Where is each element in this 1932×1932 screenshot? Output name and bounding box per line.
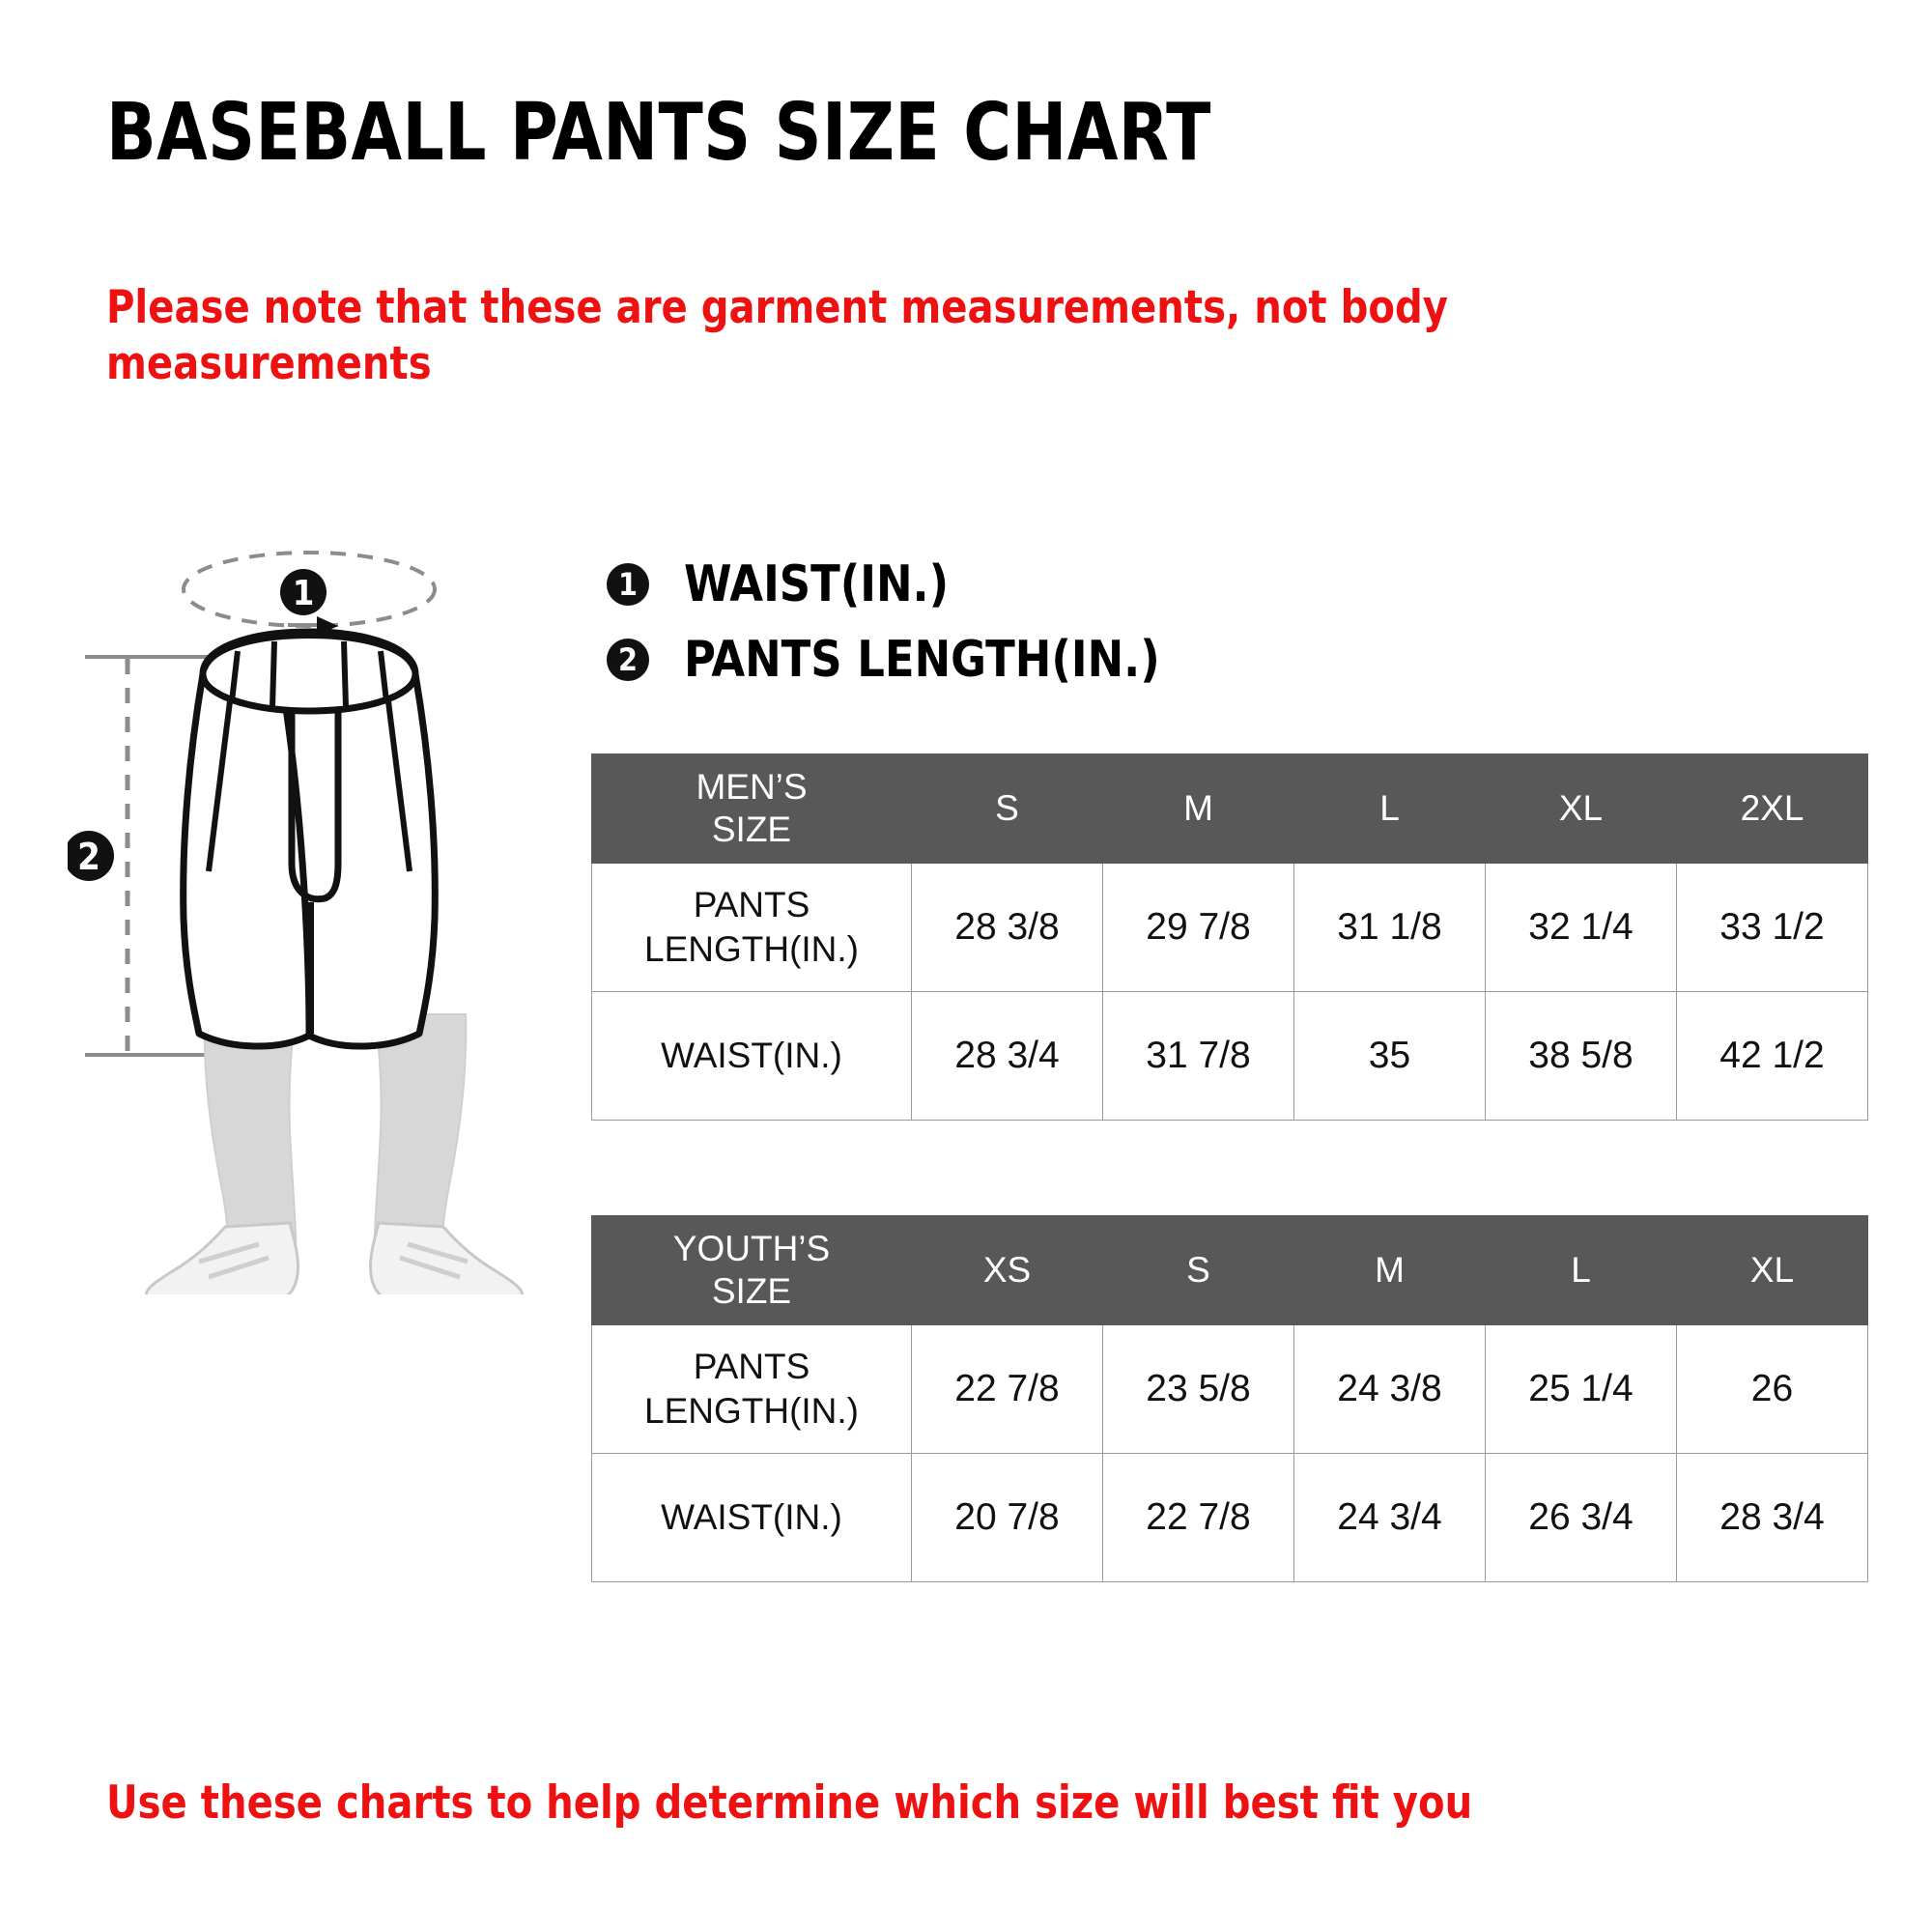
- cell-mens-length-s: 28 3/8: [911, 863, 1103, 992]
- page-title: BASEBALL PANTS SIZE CHART: [106, 87, 1211, 179]
- shoes-shape: [145, 1221, 524, 1298]
- column-header-l: L: [1485, 1215, 1677, 1325]
- table-header-row: YOUTH’S SIZE XS S M L XL: [591, 1215, 1868, 1325]
- legend-badge-1: 1: [607, 563, 649, 606]
- waistband-seams: [229, 640, 389, 708]
- cell-youth-length-s: 23 5/8: [1102, 1324, 1294, 1454]
- cell-youth-waist-xs: 20 7/8: [911, 1453, 1103, 1582]
- corner-label-line1: YOUTH’S: [672, 1229, 831, 1268]
- column-header-xl: XL: [1485, 753, 1677, 864]
- fly-seam: [288, 711, 342, 903]
- row-label-line2: LENGTH(IN.): [644, 1391, 859, 1431]
- svg-text:1: 1: [293, 574, 315, 613]
- measurement-legend: 1 WAIST(IN.) 2 PANTS LENGTH(IN.): [607, 547, 1179, 697]
- cell-youth-length-xl: 26: [1676, 1324, 1868, 1454]
- cell-youth-waist-m: 24 3/4: [1293, 1453, 1486, 1582]
- legend-item-pants-length: 2 PANTS LENGTH(IN.): [607, 622, 1179, 697]
- column-header-m: M: [1102, 753, 1294, 864]
- mens-size-corner-header: MEN’S SIZE: [591, 753, 912, 864]
- mens-size-table: MEN’S SIZE S M L XL 2XL PANTS LENGTH(IN.…: [591, 753, 1868, 1121]
- cell-mens-length-l: 31 1/8: [1293, 863, 1486, 992]
- row-label-line2: LENGTH(IN.): [644, 929, 859, 969]
- table-header-row: MEN’S SIZE S M L XL 2XL: [591, 753, 1868, 864]
- svg-text:2: 2: [77, 836, 100, 878]
- column-header-xl: XL: [1676, 1215, 1868, 1325]
- table-row: WAIST(IN.) 28 3/4 31 7/8 35 38 5/8 42 1/…: [591, 991, 1868, 1121]
- cell-mens-waist-l: 35: [1293, 991, 1486, 1121]
- row-label-line1: PANTS: [693, 885, 810, 924]
- row-label-pants-length: PANTS LENGTH(IN.): [591, 1324, 912, 1454]
- column-header-l: L: [1293, 753, 1486, 864]
- cell-mens-waist-m: 31 7/8: [1102, 991, 1294, 1121]
- row-label-line1: PANTS: [693, 1347, 810, 1386]
- cell-mens-waist-xl: 38 5/8: [1485, 991, 1677, 1121]
- garment-measurement-note: Please note that these are garment measu…: [106, 281, 1448, 390]
- column-header-s: S: [1102, 1215, 1294, 1325]
- cell-mens-waist-2xl: 42 1/2: [1676, 991, 1868, 1121]
- pants-measurement-illustration: 1 2: [64, 531, 609, 1298]
- legend-label-waist: WAIST(IN.): [684, 555, 950, 613]
- youths-size-table: YOUTH’S SIZE XS S M L XL PANTS LENGTH(IN…: [591, 1215, 1868, 1582]
- waist-marker-badge: 1: [280, 569, 327, 615]
- corner-label-line1: MEN’S: [696, 767, 808, 807]
- corner-label-line2: SIZE: [711, 1271, 792, 1311]
- cell-mens-length-xl: 32 1/4: [1485, 863, 1677, 992]
- size-help-note: Use these charts to help determine which…: [106, 1776, 1473, 1830]
- cell-mens-length-2xl: 33 1/2: [1676, 863, 1868, 992]
- row-label-waist: WAIST(IN.): [591, 1453, 912, 1582]
- cell-mens-length-m: 29 7/8: [1102, 863, 1294, 992]
- cell-youth-length-m: 24 3/8: [1293, 1324, 1486, 1454]
- column-header-s: S: [911, 753, 1103, 864]
- cell-youth-waist-xl: 28 3/4: [1676, 1453, 1868, 1582]
- cell-youth-waist-l: 26 3/4: [1485, 1453, 1677, 1582]
- legend-badge-2: 2: [607, 639, 649, 681]
- cell-youth-waist-s: 22 7/8: [1102, 1453, 1294, 1582]
- column-header-m: M: [1293, 1215, 1486, 1325]
- pocket-seams: [206, 700, 412, 872]
- row-label-pants-length: PANTS LENGTH(IN.): [591, 863, 912, 992]
- row-label-waist: WAIST(IN.): [591, 991, 912, 1121]
- cell-youth-length-xs: 22 7/8: [911, 1324, 1103, 1454]
- socks-shape: [203, 1013, 468, 1272]
- cell-mens-waist-s: 28 3/4: [911, 991, 1103, 1121]
- table-row: WAIST(IN.) 20 7/8 22 7/8 24 3/4 26 3/4 2…: [591, 1453, 1868, 1582]
- legend-label-pants-length: PANTS LENGTH(IN.): [684, 631, 1160, 689]
- table-row: PANTS LENGTH(IN.) 28 3/8 29 7/8 31 1/8 3…: [591, 863, 1868, 992]
- column-header-2xl: 2XL: [1676, 753, 1868, 864]
- youths-size-corner-header: YOUTH’S SIZE: [591, 1215, 912, 1325]
- corner-label-line2: SIZE: [711, 810, 792, 849]
- legend-item-waist: 1 WAIST(IN.): [607, 547, 1179, 622]
- column-header-xs: XS: [911, 1215, 1103, 1325]
- length-marker-badge: 2: [64, 831, 114, 881]
- cell-youth-length-l: 25 1/4: [1485, 1324, 1677, 1454]
- table-row: PANTS LENGTH(IN.) 22 7/8 23 5/8 24 3/8 2…: [591, 1324, 1868, 1454]
